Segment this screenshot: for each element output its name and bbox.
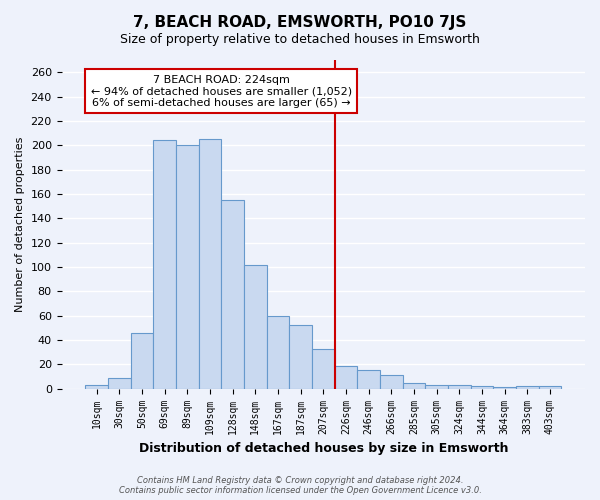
Bar: [539, 386, 561, 388]
Bar: [470, 386, 493, 388]
Bar: [199, 139, 221, 388]
Text: Contains HM Land Registry data © Crown copyright and database right 2024.
Contai: Contains HM Land Registry data © Crown c…: [119, 476, 481, 495]
Bar: [312, 348, 335, 389]
Bar: [335, 366, 357, 388]
Bar: [289, 326, 312, 388]
Bar: [380, 376, 403, 388]
Y-axis label: Number of detached properties: Number of detached properties: [15, 136, 25, 312]
Bar: [131, 332, 154, 388]
Text: 7, BEACH ROAD, EMSWORTH, PO10 7JS: 7, BEACH ROAD, EMSWORTH, PO10 7JS: [133, 15, 467, 30]
Bar: [357, 370, 380, 388]
Bar: [244, 264, 266, 388]
Text: Size of property relative to detached houses in Emsworth: Size of property relative to detached ho…: [120, 32, 480, 46]
Bar: [221, 200, 244, 388]
Bar: [403, 382, 425, 388]
Text: 7 BEACH ROAD: 224sqm
← 94% of detached houses are smaller (1,052)
6% of semi-det: 7 BEACH ROAD: 224sqm ← 94% of detached h…: [91, 74, 352, 108]
Bar: [425, 385, 448, 388]
Bar: [516, 386, 539, 388]
Bar: [266, 316, 289, 388]
Bar: [108, 378, 131, 388]
Bar: [154, 140, 176, 388]
X-axis label: Distribution of detached houses by size in Emsworth: Distribution of detached houses by size …: [139, 442, 508, 455]
Bar: [176, 145, 199, 388]
Bar: [85, 385, 108, 388]
Bar: [448, 385, 470, 388]
